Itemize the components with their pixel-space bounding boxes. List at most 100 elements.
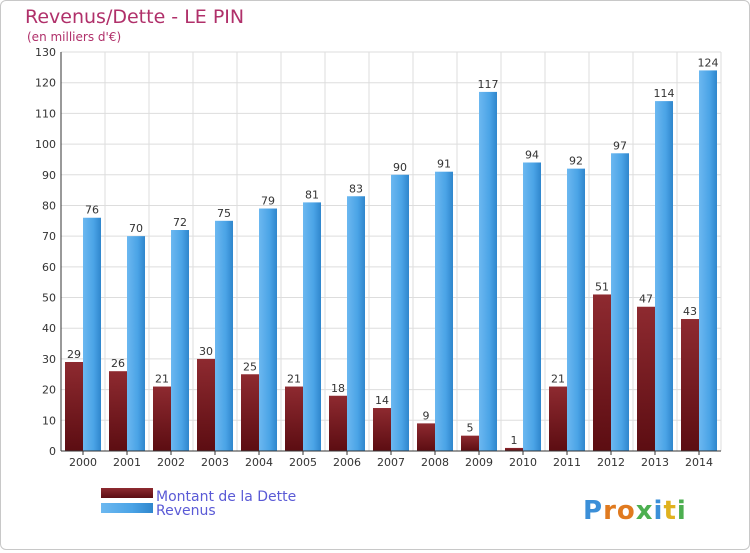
data-label-revenus-2006: 83 [349,182,363,195]
data-label-revenus-2004: 79 [261,195,275,208]
bar-revenus-2010 [523,162,541,451]
data-label-debt-2000: 29 [67,348,81,361]
x-tick-label-2014: 2014 [685,456,713,469]
logo-letter: i [654,496,664,526]
bar-debt-2000 [65,361,83,451]
bar-debt-2001 [109,371,127,451]
bar-debt-2008 [417,423,435,451]
x-tick-label-2007: 2007 [377,456,405,469]
y-tick-label-40: 40 [42,322,56,335]
y-tick-label-0: 0 [49,445,56,458]
x-tick-label-2013: 2013 [641,456,669,469]
data-label-debt-2012: 51 [595,280,609,293]
y-tick-label-110: 110 [35,107,56,120]
y-tick-label-100: 100 [35,138,56,151]
x-tick-label-2004: 2004 [245,456,273,469]
proxiti-logo: Proxiti [583,496,687,526]
data-label-debt-2013: 47 [639,293,653,306]
legend-label-revenus: Revenus [156,503,216,519]
bar-revenus-2000 [83,217,101,451]
x-tick-label-2009: 2009 [465,456,493,469]
y-tick-label-10: 10 [42,414,56,427]
bar-revenus-2008 [435,171,453,451]
bar-revenus-2004 [259,208,277,451]
y-tick-label-70: 70 [42,230,56,243]
bar-revenus-2012 [611,153,629,452]
y-tick-label-120: 120 [35,77,56,90]
bar-revenus-2005 [303,202,321,451]
y-tick-label-30: 30 [42,353,56,366]
x-tick-label-2008: 2008 [421,456,449,469]
x-tick-label-2002: 2002 [157,456,185,469]
data-label-revenus-2007: 90 [393,161,407,174]
bar-revenus-2006 [347,196,365,451]
data-label-debt-2009: 5 [467,422,474,435]
bar-revenus-2002 [171,230,189,451]
bar-debt-2013 [637,306,655,451]
data-label-debt-2014: 43 [683,305,697,318]
x-tick-label-2001: 2001 [113,456,141,469]
bar-debt-2011 [549,386,567,451]
x-tick-label-2010: 2010 [509,456,537,469]
data-label-debt-2003: 30 [199,345,213,358]
data-label-revenus-2012: 97 [613,139,627,152]
data-label-debt-2006: 18 [331,382,345,395]
bar-debt-2002 [153,386,171,451]
data-label-debt-2008: 9 [423,409,430,422]
y-tick-label-50: 50 [42,292,56,305]
chart-subtitle: (en milliers d'€) [27,30,121,44]
logo-letter: P [583,496,603,526]
logo-letter: t [663,496,676,526]
bar-debt-2003 [197,358,215,451]
chart-title: Revenus/Dette - LE PIN [25,6,244,28]
bar-debt-2009 [461,435,479,451]
data-label-debt-2001: 26 [111,357,125,370]
bar-debt-2005 [285,386,303,451]
value-labels-layer: 29 76 26 70 21 72 30 75 25 79 21 81 18 83 14 90 9 91 5 117 1… [67,56,719,447]
data-label-revenus-2003: 75 [217,207,231,220]
x-tick-label-2000: 2000 [69,456,97,469]
y-tick-label-90: 90 [42,169,56,182]
y-tick-label-60: 60 [42,261,56,274]
data-label-revenus-2001: 70 [129,222,143,235]
logo-letter: r [603,496,617,526]
data-label-debt-2011: 21 [551,373,565,386]
bar-debt-2010 [505,447,523,451]
x-tick-label-2006: 2006 [333,456,361,469]
logo-letter: o [617,496,636,526]
bars-layer [65,70,717,452]
data-label-debt-2010: 1 [511,434,518,447]
bar-revenus-2009 [479,91,497,452]
data-label-revenus-2009: 117 [478,78,499,91]
y-tick-label-130: 130 [35,46,56,59]
data-label-revenus-2010: 94 [525,148,539,161]
data-label-debt-2007: 14 [375,394,389,407]
data-label-debt-2004: 25 [243,360,257,373]
bar-revenus-2007 [391,174,409,451]
logo-letter: i [677,496,687,526]
bar-revenus-2013 [655,101,673,451]
data-label-revenus-2008: 91 [437,158,451,171]
data-label-revenus-2005: 81 [305,188,319,201]
y-tick-label-80: 80 [42,199,56,212]
data-label-revenus-2000: 76 [85,204,99,217]
bar-debt-2012 [593,294,611,451]
bar-revenus-2011 [567,168,585,451]
x-tick-label-2005: 2005 [289,456,317,469]
bar-debt-2014 [681,319,699,451]
bar-revenus-2014 [699,70,717,452]
data-label-revenus-2013: 114 [654,87,675,100]
bar-revenus-2003 [215,220,233,451]
bar-revenus-2001 [127,236,145,451]
bar-debt-2006 [329,395,347,451]
legend-swatch-debt [101,488,153,498]
y-tick-label-20: 20 [42,384,56,397]
logo-letter: x [636,496,654,526]
x-tick-label-2012: 2012 [597,456,625,469]
data-label-revenus-2014: 124 [698,56,719,69]
legend-swatch-revenus [101,503,153,513]
legend-label-debt: Montant de la Dette [156,489,296,505]
